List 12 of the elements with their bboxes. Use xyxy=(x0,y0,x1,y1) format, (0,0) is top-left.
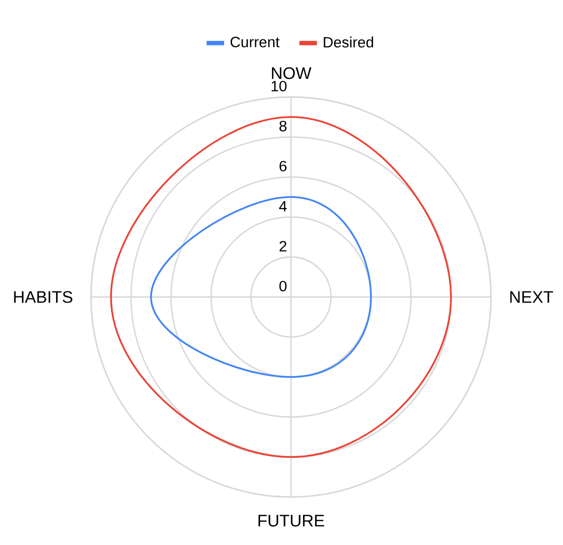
spoke-label: FUTURE xyxy=(258,514,324,527)
legend-label: Current xyxy=(230,36,280,48)
y-tick-label: 8 xyxy=(279,120,286,132)
y-tick-label: 0 xyxy=(279,280,287,292)
y-tick-label: 4 xyxy=(279,201,287,212)
spoke-label: NOW xyxy=(272,67,312,80)
spoke-label: HABITS xyxy=(14,291,72,303)
y-tick-label: 6 xyxy=(280,160,286,172)
legend-label: Desired xyxy=(324,36,374,48)
y-tick-label: 2 xyxy=(280,240,286,252)
spoke-label: NEXT xyxy=(510,291,554,303)
y-tick-label: 10 xyxy=(272,80,287,92)
